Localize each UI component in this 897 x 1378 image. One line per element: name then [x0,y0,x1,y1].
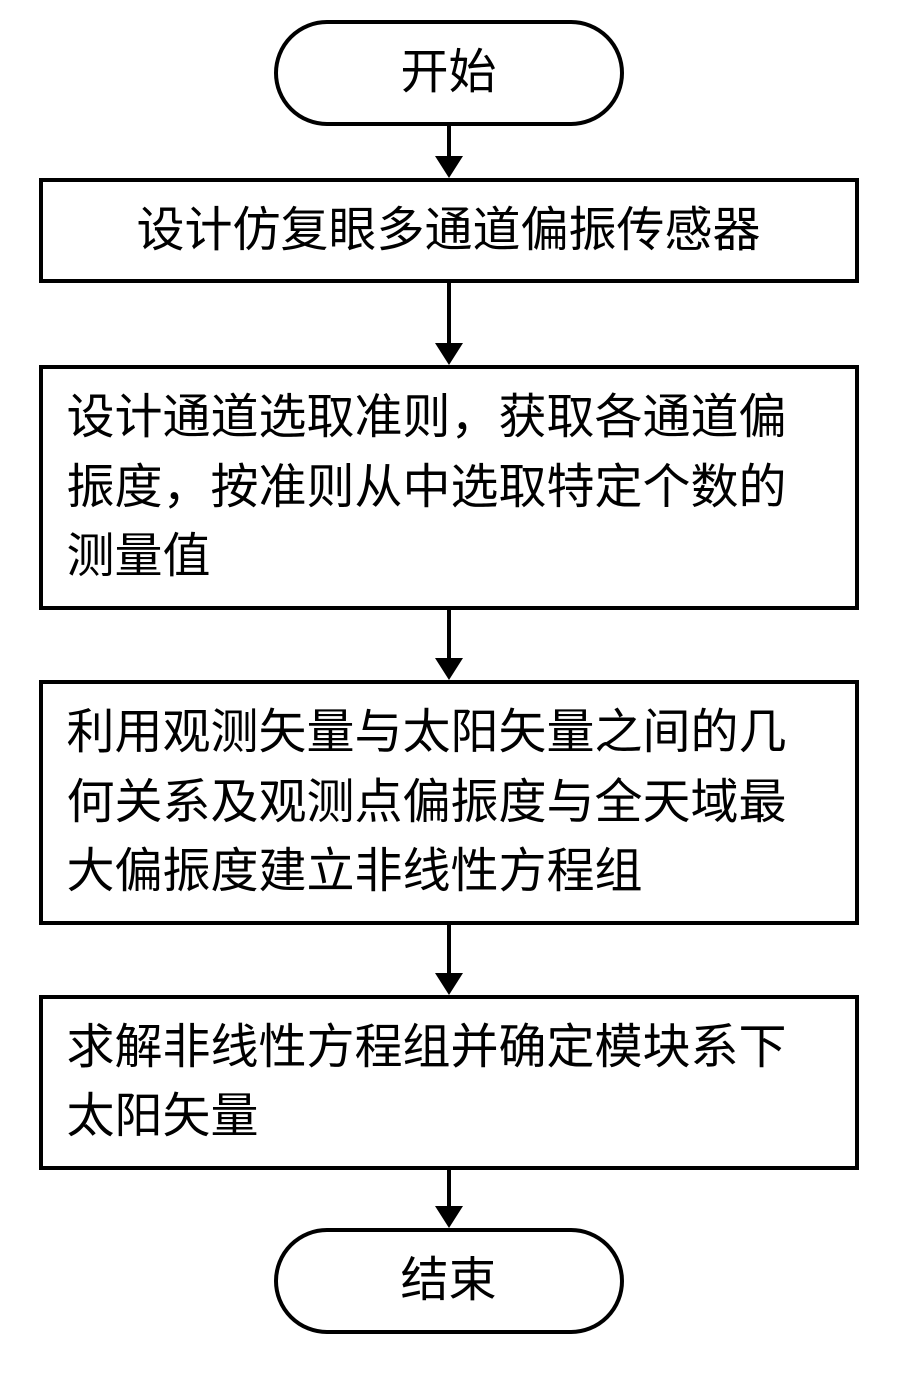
arrow-2 [435,610,463,680]
arrow-head-icon [435,343,463,365]
step3-label: 利用观测矢量与太阳矢量之间的几何关系及观测点偏振度与全天域最大偏振度建立非线性方… [67,698,831,907]
arrow-0 [435,126,463,178]
process-step2: 设计通道选取准则，获取各通道偏振度，按准则从中选取特定个数的测量值 [39,365,859,610]
arrow-line [447,1170,451,1206]
process-step1: 设计仿复眼多通道偏振传感器 [39,178,859,284]
step2-label: 设计通道选取准则，获取各通道偏振度，按准则从中选取特定个数的测量值 [67,383,831,592]
step4-label: 求解非线性方程组并确定模块系下太阳矢量 [67,1013,831,1152]
process-step4: 求解非线性方程组并确定模块系下太阳矢量 [39,995,859,1170]
arrow-head-icon [435,973,463,995]
arrow-line [447,610,451,658]
arrow-line [447,126,451,156]
arrow-line [447,283,451,343]
start-label: 开始 [400,38,496,108]
arrow-1 [435,283,463,365]
start-terminal: 开始 [274,20,624,126]
arrow-head-icon [435,156,463,178]
arrow-line [447,925,451,973]
flowchart-container: 开始 设计仿复眼多通道偏振传感器 设计通道选取准则，获取各通道偏振度，按准则从中… [24,20,874,1334]
arrow-head-icon [435,658,463,680]
end-label: 结束 [400,1246,496,1316]
arrow-4 [435,1170,463,1228]
process-step3: 利用观测矢量与太阳矢量之间的几何关系及观测点偏振度与全天域最大偏振度建立非线性方… [39,680,859,925]
arrow-3 [435,925,463,995]
step1-label: 设计仿复眼多通道偏振传感器 [136,196,760,266]
end-terminal: 结束 [274,1228,624,1334]
arrow-head-icon [435,1206,463,1228]
